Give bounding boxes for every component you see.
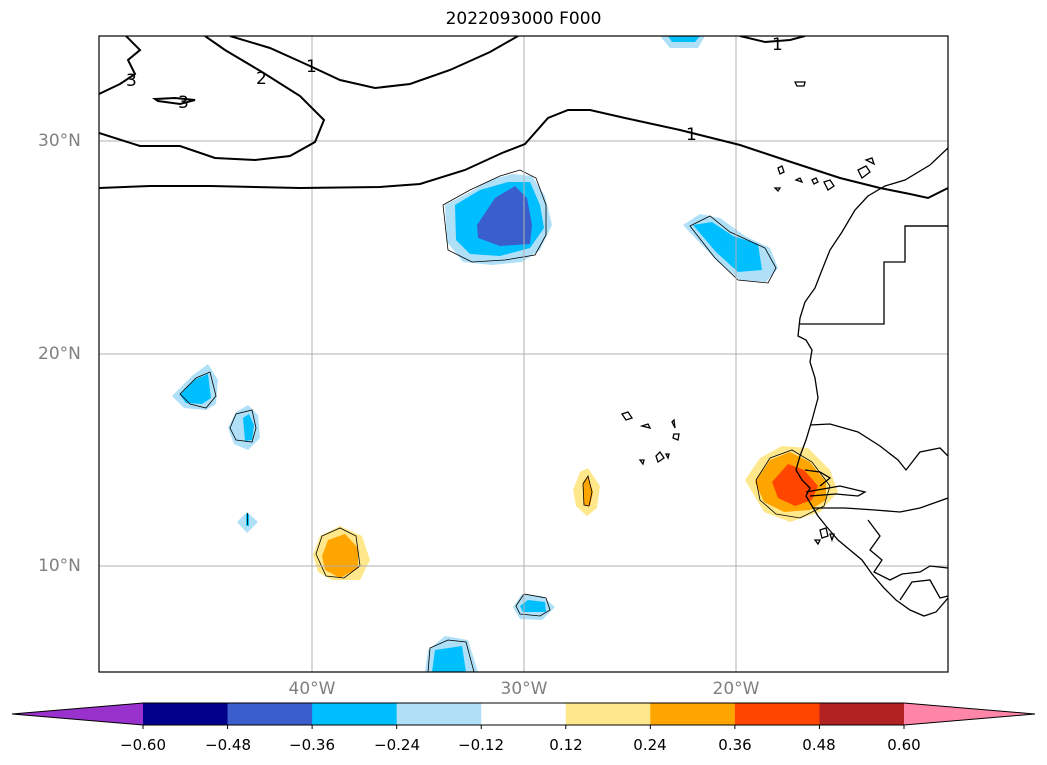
contour-label: 3 (126, 71, 137, 91)
colorbar-bin (565, 703, 651, 725)
colorbar-over-triangle (904, 703, 1035, 725)
colorbar-tick-label: −0.12 (458, 736, 504, 754)
lon-label: 30°W (500, 679, 548, 699)
negative-anomaly-top (660, 36, 705, 48)
contour-label: 1 (772, 35, 783, 55)
contour-label: 3 (178, 93, 189, 113)
colorbar-bin (734, 703, 820, 725)
lon-label: 40°W (288, 679, 336, 699)
colorbar-bins (143, 703, 905, 725)
negative-anomaly-west-3 (237, 512, 258, 533)
colorbar-bin (650, 703, 736, 725)
colorbar-bin (819, 703, 905, 725)
negative-anomaly-south-2 (425, 636, 478, 672)
colorbar-bin (227, 703, 313, 725)
negative-anomaly-west-1 (172, 364, 218, 410)
colorbar-bin (143, 703, 229, 725)
colorbar-tick-label: −0.60 (120, 736, 166, 754)
lat-label: 20°N (38, 344, 81, 364)
colorbar-bin (396, 703, 482, 725)
contour-label: 2 (256, 69, 267, 89)
positive-anomaly-southwest (313, 526, 370, 580)
colorbar (11, 702, 1036, 729)
contour-lines (99, 36, 948, 200)
grid-lines (99, 36, 948, 672)
colorbar-tick-label: 0.12 (549, 736, 583, 754)
colorbar-tick-label: 0.24 (633, 736, 667, 754)
contour-labels: 3 2 1 1 1 3 (126, 35, 783, 145)
colorbar-tick-label: 0.48 (802, 736, 836, 754)
colorbar-tick-label: −0.24 (374, 736, 420, 754)
coastlines (620, 81, 948, 617)
positive-anomaly-central (573, 468, 600, 516)
lon-label: 20°W (712, 679, 760, 699)
negative-anomaly-northeast (683, 214, 778, 284)
negative-anomaly-north-central (442, 169, 552, 265)
colorbar-bin (481, 703, 567, 725)
positive-anomaly-west-africa (745, 446, 838, 522)
colorbar-tick-label: −0.48 (205, 736, 251, 754)
colorbar-bin (312, 703, 398, 725)
contour-label: 1 (686, 125, 697, 145)
lat-label: 30°N (38, 131, 81, 151)
negative-anomaly-west-2 (228, 405, 260, 450)
negative-anomaly-south-1 (513, 593, 555, 620)
contour-label: 1 (306, 57, 317, 77)
colorbar-tick-label: −0.36 (289, 736, 335, 754)
colorbar-tick-label: 0.36 (718, 736, 752, 754)
colorbar-under-triangle (12, 703, 143, 725)
map-title: 2022093000 F000 (445, 9, 602, 29)
lat-label: 10°N (38, 556, 81, 576)
map-area (99, 36, 948, 672)
map-frame (98, 35, 949, 673)
colorbar-tick-label: 0.60 (887, 736, 921, 754)
